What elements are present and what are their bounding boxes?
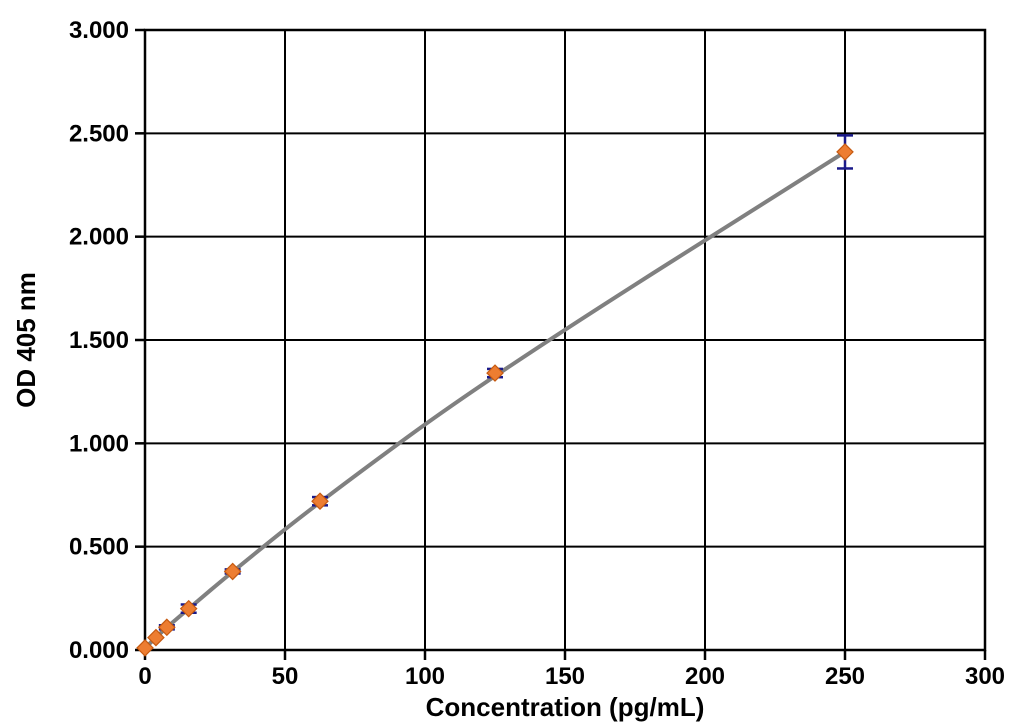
y-tick-label: 2.500 <box>69 120 129 147</box>
y-tick-label: 1.500 <box>69 327 129 354</box>
y-axis-label: OD 405 nm <box>11 272 41 408</box>
y-tick-label: 3.000 <box>69 17 129 44</box>
x-axis-label: Concentration (pg/mL) <box>426 692 705 722</box>
y-tick-label: 1.000 <box>69 430 129 457</box>
x-tick-label: 150 <box>545 663 585 690</box>
x-tick-label: 300 <box>965 663 1005 690</box>
x-tick-label: 100 <box>405 663 445 690</box>
y-tick-label: 0.500 <box>69 534 129 561</box>
x-tick-label: 200 <box>685 663 725 690</box>
x-tick-label: 250 <box>825 663 865 690</box>
standard-curve-chart: 0 50 100 150 200 250 300 0.000 0.500 1.000 1.500 2.… <box>0 0 1010 727</box>
x-tick-label: 50 <box>272 663 299 690</box>
chart-background <box>0 0 1010 727</box>
y-tick-label: 0.000 <box>69 637 129 664</box>
x-tick-label: 0 <box>138 663 151 690</box>
chart-container: 0 50 100 150 200 250 300 0.000 0.500 1.000 1.500 2.… <box>0 0 1010 727</box>
y-tick-label: 2.000 <box>69 224 129 251</box>
